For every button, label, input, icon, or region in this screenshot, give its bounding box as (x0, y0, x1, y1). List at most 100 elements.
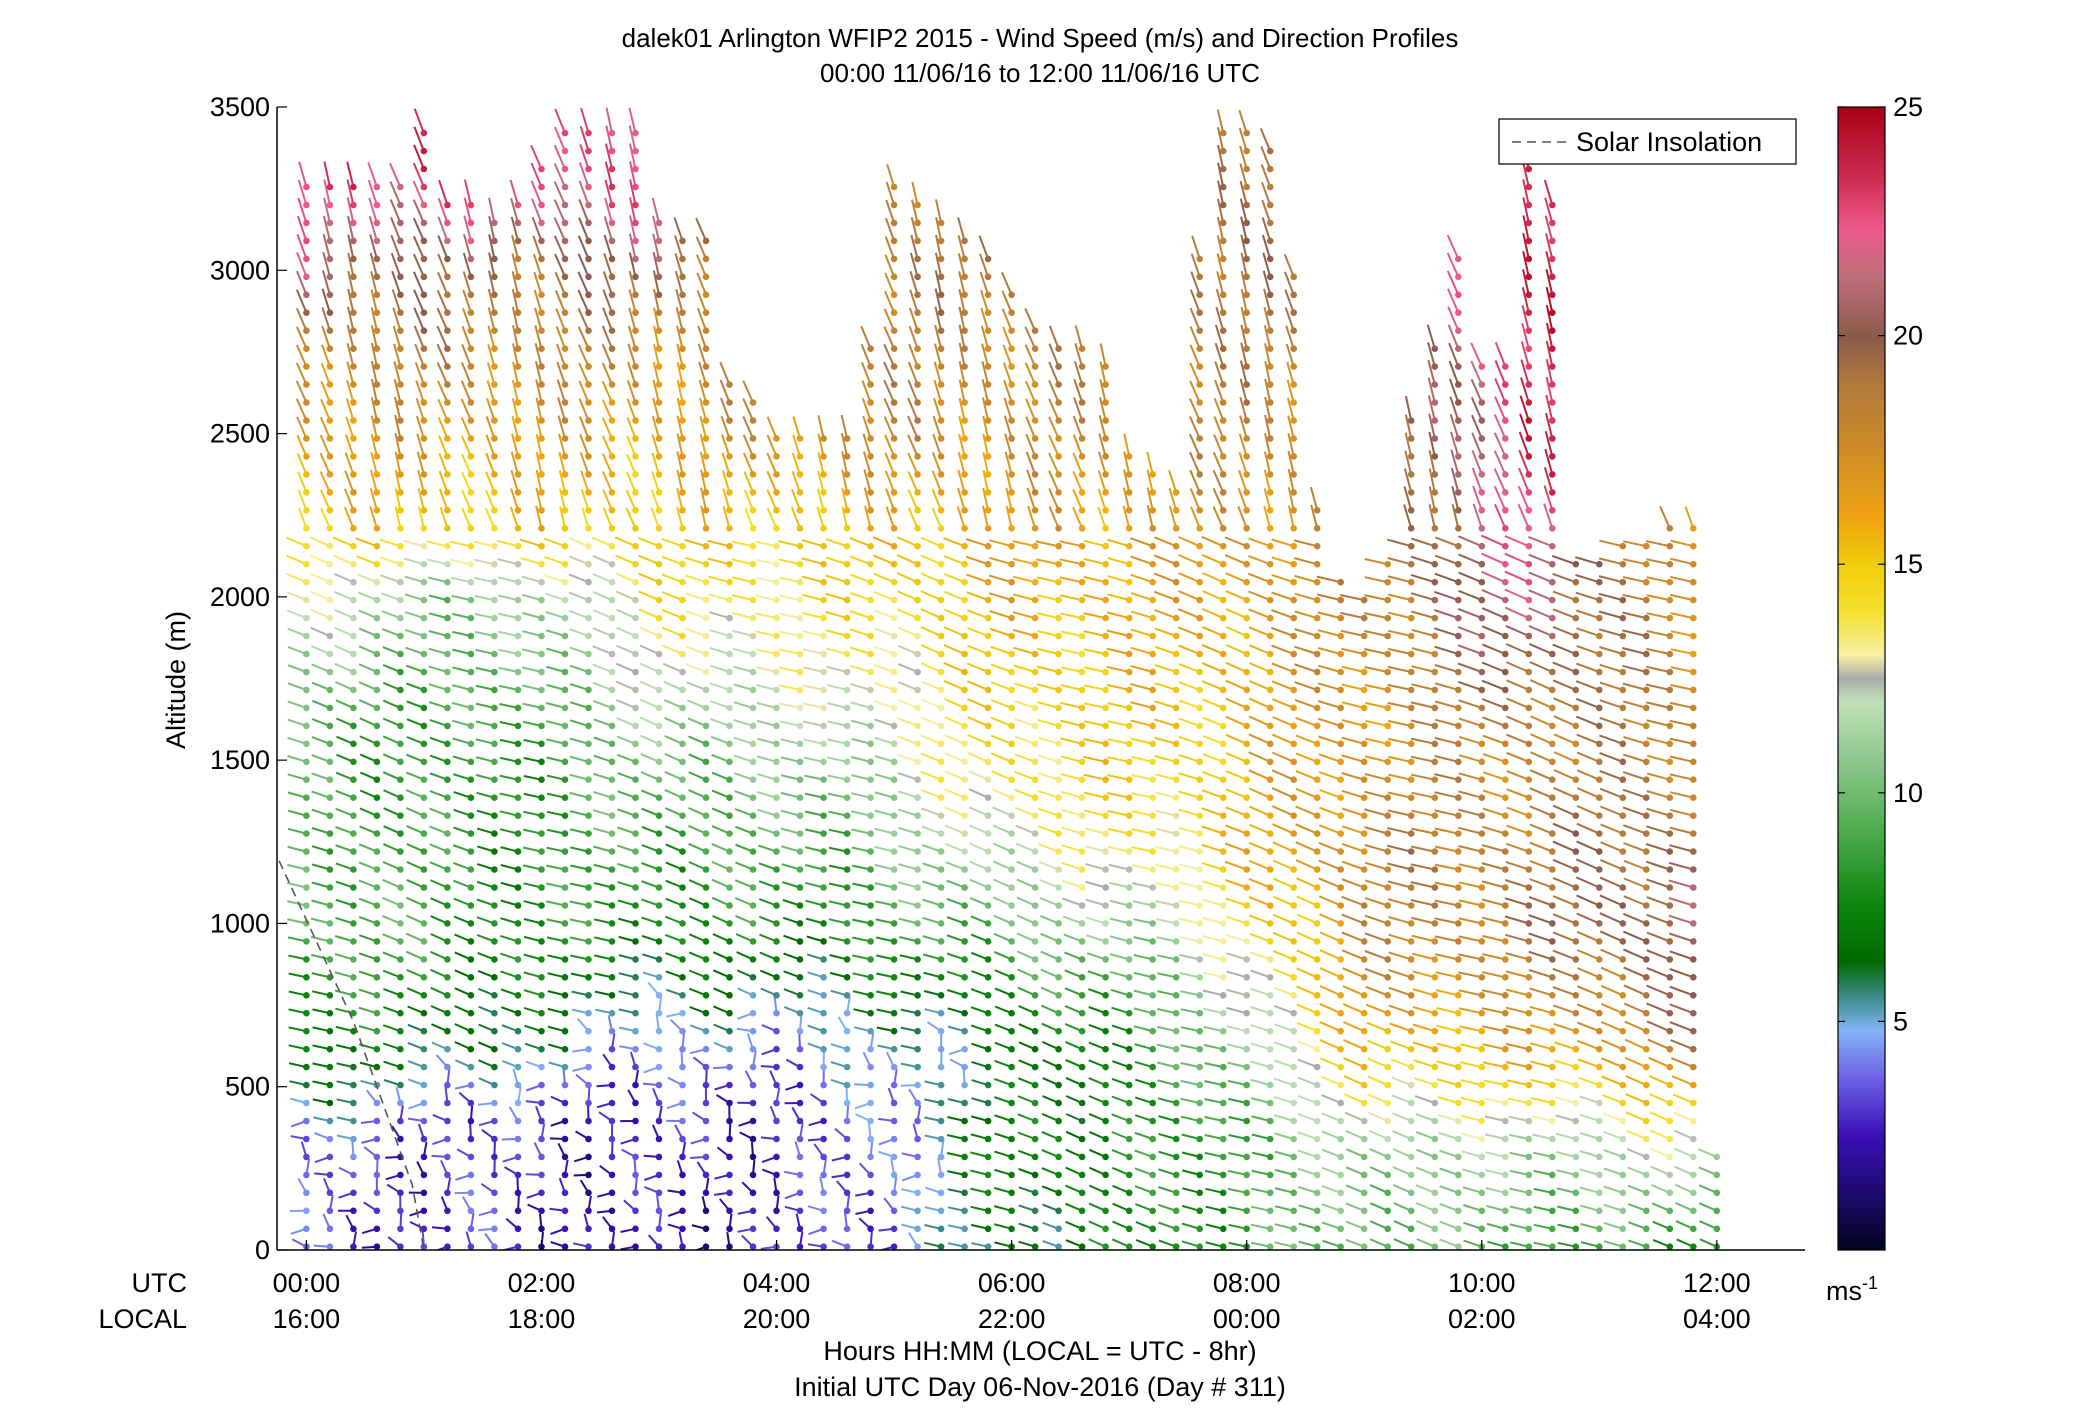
wind-barb-dot (749, 704, 757, 712)
wind-barb-dot (1290, 381, 1297, 388)
wind-barb-dot (961, 471, 968, 478)
wind-barb-dot (702, 363, 710, 370)
wind-barb-stick (778, 648, 801, 655)
wind-barb-dot (561, 1027, 569, 1035)
wind-barb-stick (535, 469, 543, 493)
wind-barb-dot (702, 1135, 710, 1143)
wind-barb-dot (1290, 560, 1297, 568)
wind-barb-dot (890, 345, 898, 353)
wind-barb-dot (867, 1189, 874, 1197)
wind-barb-dot (1031, 363, 1039, 370)
wind-barb-dot (1290, 1009, 1297, 1017)
wind-barb-dot (585, 722, 592, 730)
wind-barb-stick (616, 735, 636, 745)
wind-barb-dot (890, 938, 898, 945)
wind-barb-stick (616, 717, 636, 727)
wind-barb-dot (585, 471, 592, 478)
wind-barb-dot (1360, 902, 1368, 909)
wind-barb-dot (679, 1009, 686, 1017)
wind-barb-dot (1266, 884, 1274, 891)
wind-barb-dot (796, 848, 804, 855)
wind-barb-dot (326, 363, 334, 370)
wind-barb-dot (350, 920, 357, 927)
wind-barb-dot (1243, 201, 1250, 209)
wind-barb-stick (369, 234, 378, 260)
wind-barb-dot (796, 866, 804, 873)
wind-barb-dot (843, 489, 851, 496)
wind-barb-dot (350, 345, 357, 353)
wind-barb-dot (1102, 542, 1109, 550)
wind-barb-dot (679, 525, 686, 532)
wind-barb-stick (931, 470, 943, 493)
wind-barb-dot (937, 1117, 945, 1125)
wind-barb-dot (420, 201, 428, 209)
wind-barb-dot (843, 992, 851, 999)
wind-barb-dot (961, 417, 968, 424)
wind-barb-dot (773, 650, 780, 658)
wind-barb-stick (436, 289, 449, 314)
wind-barb-dot (585, 1045, 592, 1053)
wind-barb-stick (958, 434, 966, 457)
wind-barb-dot (1102, 1171, 1109, 1179)
wind-barb-dot (608, 668, 616, 676)
wind-barb-dot (1149, 471, 1156, 478)
wind-barb-dot (420, 650, 428, 658)
wind-barb-dot (350, 1081, 357, 1089)
wind-barb-dot (350, 1063, 357, 1071)
wind-barb-dot (561, 327, 569, 335)
wind-barb-dot (937, 722, 945, 730)
wind-barb-stick (1294, 681, 1318, 691)
wind-barb-dot (420, 147, 428, 155)
wind-barb-dot (1219, 902, 1227, 909)
wind-barb-stick (628, 125, 637, 152)
wind-barb-dot (1172, 920, 1180, 927)
wind-barb-stick (394, 414, 402, 439)
wind-barb-dot (937, 1171, 945, 1179)
wind-barb-dot (1149, 1009, 1156, 1017)
wind-barb-dot (1313, 758, 1321, 766)
wind-barb-dot (1243, 381, 1250, 388)
wind-barb-dot (585, 165, 592, 173)
wind-barb-dot (1266, 309, 1274, 317)
wind-barb-dot (1149, 722, 1156, 730)
wind-barb-dot (937, 794, 945, 801)
wind-barb-dot (1243, 1135, 1250, 1143)
wind-barb-dot (420, 668, 428, 676)
wind-barb-dot (514, 417, 522, 424)
wind-barb-stick (721, 434, 731, 457)
wind-barb-stick (639, 626, 660, 637)
wind-barb-stick (461, 507, 472, 529)
wind-barb-dot (350, 183, 357, 191)
wind-barb-dot (749, 525, 757, 532)
wind-barb-dot (420, 740, 428, 748)
wind-barb-dot (538, 165, 545, 173)
wind-barb-dot (1078, 794, 1086, 801)
wind-barb-stick (580, 107, 590, 134)
wind-barb-dot (843, 812, 851, 819)
wind-barb-dot (1337, 596, 1344, 604)
wind-barb-dot (961, 525, 968, 532)
wind-barb-stick (343, 488, 355, 511)
wind-barb-stick (817, 433, 825, 457)
wind-barb-dot (914, 399, 921, 406)
wind-barb-dot (397, 1117, 404, 1125)
wind-barb-stick (616, 626, 636, 637)
wind-barb-dot (1102, 560, 1109, 568)
wind-barb-dot (538, 704, 545, 712)
wind-barb-stick (286, 591, 307, 602)
wind-barb-dot (303, 507, 310, 514)
wind-barb-dot (1125, 650, 1133, 658)
wind-barb-stick (511, 416, 519, 439)
wind-barb-stick (1038, 861, 1059, 871)
wind-barb-stick (1239, 396, 1248, 421)
wind-barb-dot (326, 866, 334, 873)
wind-barb-dot (1102, 1153, 1109, 1161)
wind-barb-stick (1109, 935, 1130, 943)
wind-barb-stick (1083, 738, 1106, 745)
wind-barb-dot (561, 1171, 569, 1179)
wind-barb-dot (749, 650, 757, 658)
wind-barb-dot (1196, 902, 1203, 909)
wind-barb-dot (1102, 848, 1109, 855)
wind-barb-stick (874, 845, 895, 853)
wind-barb-dot (373, 650, 381, 658)
